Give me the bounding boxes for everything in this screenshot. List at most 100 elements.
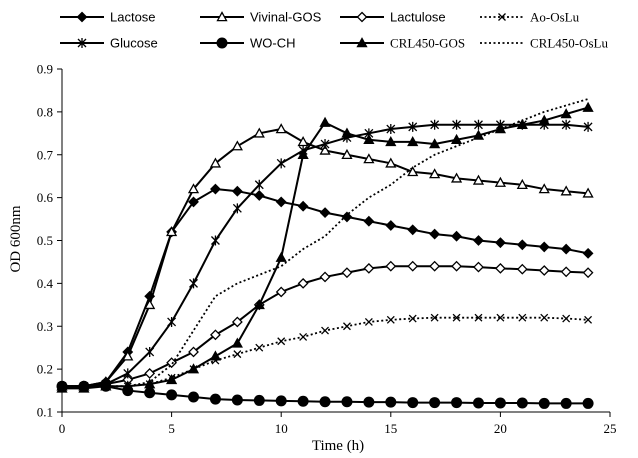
data-point [231,140,243,151]
data-point [275,286,287,298]
legend-item-glucose: Glucose [60,36,158,51]
legend-item-crl450-oslu: CRL450-OsLu [480,36,609,51]
data-point [518,313,527,322]
data-point [343,322,351,331]
data-point [385,396,397,408]
data-point [494,262,506,274]
data-point [516,178,528,190]
y-tick-label: 0.8 [37,104,53,119]
legend-marker [356,11,368,23]
legend-marker [76,11,88,23]
data-point [231,394,243,406]
x-axis-title: Time (h) [312,438,364,454]
data-point [385,260,397,272]
y-tick-label: 0.2 [37,362,53,377]
data-point [472,174,485,185]
data-point [232,203,242,214]
data-point [166,389,178,401]
data-point [560,243,572,255]
y-tick-label: 0.7 [37,147,54,162]
y-tick-label: 0.6 [37,190,54,205]
data-point [561,119,571,130]
series-glucose [57,119,593,392]
data-point [144,298,156,310]
y-tick-label: 0.3 [37,319,53,334]
y-axis-title: OD 600nm [8,205,24,272]
y-tick-label: 0.9 [37,62,53,77]
data-point [429,228,441,240]
data-point [210,183,221,195]
data-point [297,200,309,212]
data-point [165,226,178,237]
data-point [165,374,178,385]
data-point [341,148,353,160]
data-point [407,136,419,147]
data-point [473,261,484,273]
data-point [429,138,441,149]
data-point [494,176,507,187]
data-point [408,314,417,323]
data-point [452,313,461,322]
data-point [341,127,353,138]
legend-marker [356,37,368,48]
y-tick-label: 0.1 [37,405,53,420]
x-tick-label: 20 [494,421,507,436]
data-point [538,241,550,253]
data-point [319,396,331,408]
data-point [560,108,572,119]
data-point [407,397,419,409]
data-point [319,271,331,283]
data-point [166,357,178,369]
data-point [341,396,353,408]
data-point [275,123,287,134]
legend-label: CRL450-GOS [390,36,465,51]
data-point [189,278,198,289]
series-vivinal-gos [56,123,594,391]
data-point [538,114,550,125]
data-point [297,395,309,407]
data-point [385,157,397,168]
legend-label: CRL450-OsLu [530,36,609,51]
y-tick-label: 0.4 [37,276,54,291]
data-point [319,116,331,127]
series-line [62,123,589,388]
data-point [538,183,550,194]
data-point [209,393,221,405]
data-point [319,207,331,219]
data-point [496,313,505,322]
data-point [582,101,594,112]
data-point [451,260,462,272]
legend-label: Ao-OsLu [530,10,580,25]
data-point [275,196,287,208]
data-point [188,196,199,208]
data-point [472,397,484,409]
legend-item-vivinal-gos: Vivinal-GOS [200,10,322,25]
data-point [253,394,265,406]
data-point [275,395,287,407]
data-point [386,124,396,135]
data-point [560,397,572,409]
data-point [209,350,222,361]
legend-item-ao-oslu: Ao-OsLu [480,10,580,25]
data-point [363,262,375,274]
data-point [364,318,373,326]
data-point [363,215,375,227]
legend-label: Vivinal-GOS [250,10,322,25]
series-line [62,128,589,388]
data-point [452,119,462,130]
data-point [538,265,550,276]
data-point [385,220,397,231]
x-tick-label: 0 [59,421,66,436]
legend-marker [498,13,506,21]
data-point [253,127,265,138]
data-point [276,158,286,169]
data-point [430,119,440,130]
data-point [516,263,528,275]
data-point [407,260,419,272]
series-wo-ch [56,380,594,409]
data-point [210,329,221,341]
data-point [341,211,353,223]
data-point [341,267,353,279]
data-point [253,298,265,310]
